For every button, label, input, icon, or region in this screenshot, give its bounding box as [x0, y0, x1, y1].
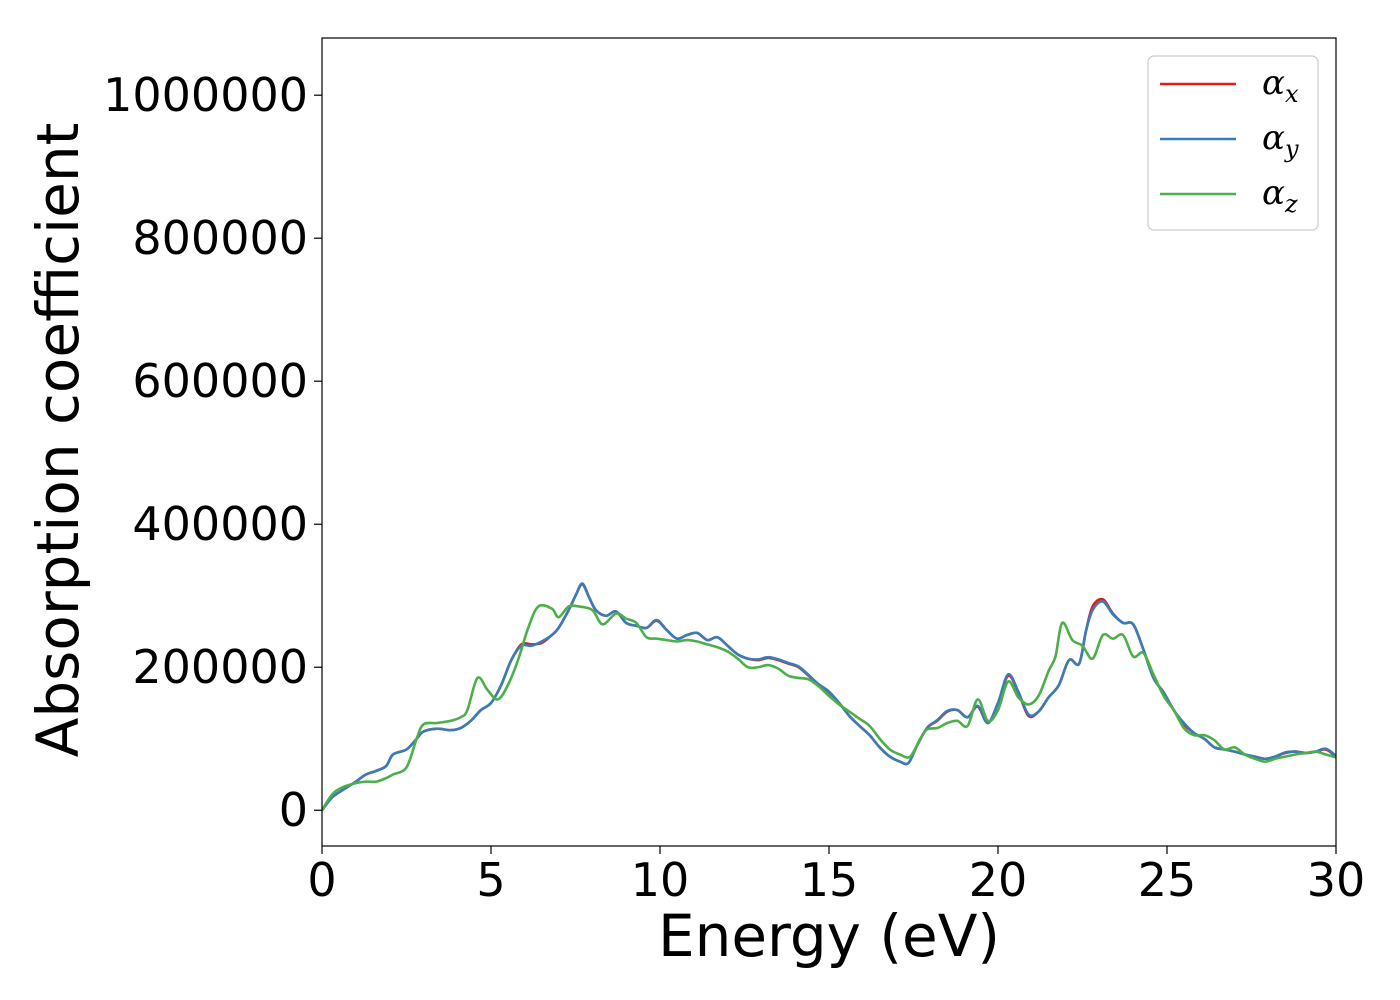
- x-tick-label: 30: [1307, 853, 1366, 907]
- x-axis-ticks: 0 5 10 15 20 25 30: [307, 846, 1365, 907]
- plot-lines: [322, 582, 1336, 812]
- legend-item-z: αz: [1160, 173, 1298, 218]
- legend-label: αz: [1262, 173, 1298, 218]
- x-tick-label: 0: [307, 853, 336, 907]
- y-tick-label: 800000: [132, 211, 308, 265]
- legend-items: αx αy αz: [1160, 63, 1299, 218]
- legend-item-y: αy: [1160, 118, 1299, 163]
- legend-label: αx: [1262, 63, 1299, 108]
- x-tick-label: 5: [476, 853, 505, 907]
- series-line-y: [322, 582, 1336, 812]
- y-axis-ticks: 0 200000 400000 600000 800000 1000000: [103, 68, 322, 837]
- y-axis-title: Absorption coefficient: [24, 123, 92, 758]
- y-tick-label: 0: [279, 783, 308, 837]
- x-tick-label: 10: [631, 853, 690, 907]
- legend-label: αy: [1262, 118, 1299, 163]
- x-axis-title: Energy (eV): [658, 902, 1000, 970]
- legend-item-x: αx: [1160, 63, 1299, 108]
- y-tick-label: 200000: [132, 640, 308, 694]
- x-tick-label: 25: [1138, 853, 1197, 907]
- y-tick-label: 400000: [132, 497, 308, 551]
- series-line-z: [322, 603, 1336, 811]
- y-tick-label: 1000000: [103, 68, 308, 122]
- plot-frame: [321, 37, 1337, 847]
- x-tick-label: 20: [969, 853, 1028, 907]
- y-tick-label: 600000: [132, 354, 308, 408]
- x-tick-label: 15: [800, 853, 859, 907]
- legend: αx αy αz: [1147, 55, 1319, 231]
- legend-box: [1147, 55, 1319, 231]
